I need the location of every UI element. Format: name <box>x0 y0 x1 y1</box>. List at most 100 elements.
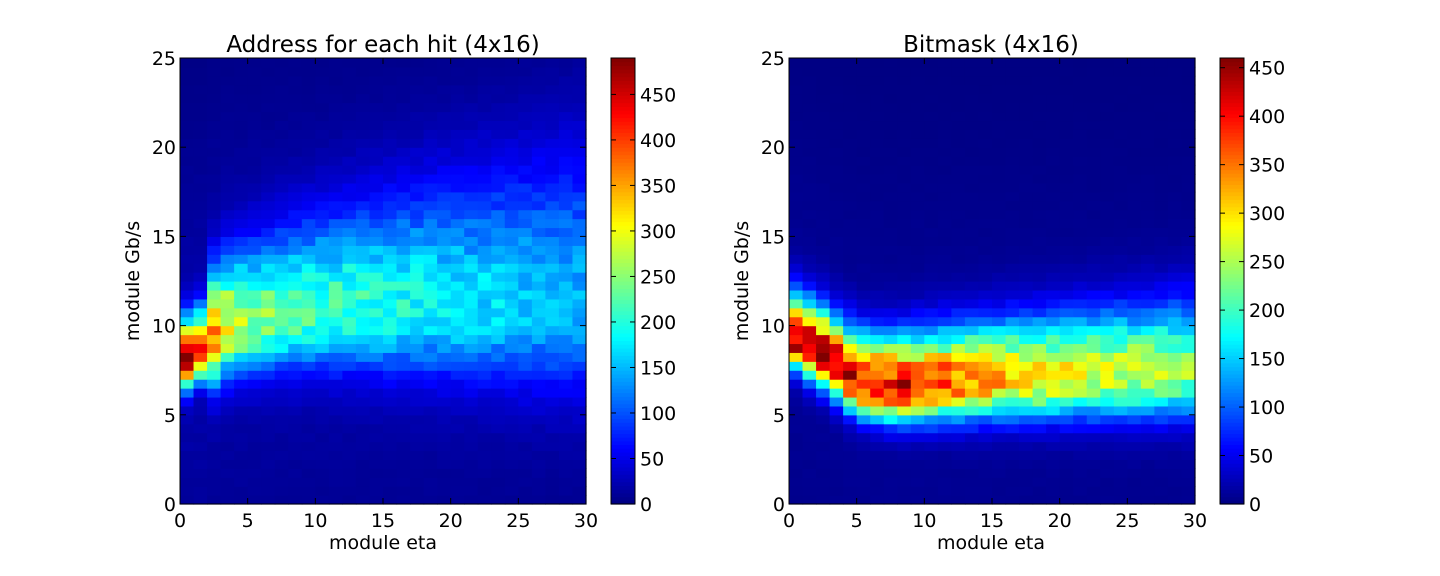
heatmap-cell <box>1140 138 1155 148</box>
heatmap-cell <box>870 227 885 237</box>
heatmap-cell <box>261 272 276 282</box>
heatmap-cell <box>856 138 871 148</box>
colorbar-segment <box>611 500 635 505</box>
heatmap-cell <box>220 486 235 496</box>
heatmap-cell <box>1113 138 1128 148</box>
heatmap-cell <box>978 298 993 309</box>
heatmap-cell <box>910 236 925 246</box>
heatmap-cell <box>220 325 235 336</box>
heatmap-cell <box>937 414 952 425</box>
heatmap-cell <box>1181 343 1196 353</box>
heatmap-cell <box>937 129 952 139</box>
heatmap-cell <box>464 298 479 309</box>
heatmap-cell <box>964 379 980 389</box>
heatmap-cell <box>1127 495 1142 505</box>
heatmap-cell <box>464 477 479 487</box>
heatmap-cell <box>328 468 343 478</box>
colorbar-segment <box>611 76 635 81</box>
heatmap-cell <box>437 263 452 273</box>
heatmap-cell <box>789 343 804 353</box>
heatmap-cell <box>315 441 330 452</box>
colorbar-segment <box>1220 299 1244 304</box>
heatmap-cell <box>207 173 222 184</box>
heatmap-cell <box>491 129 506 139</box>
heatmap-cell <box>315 84 330 95</box>
heatmap-cell <box>477 316 492 327</box>
heatmap-cell <box>342 93 357 104</box>
heatmap-cell <box>1073 379 1088 389</box>
heatmap-cell <box>315 379 330 389</box>
heatmap-cell <box>180 468 195 478</box>
heatmap-cell <box>992 254 1007 264</box>
heatmap-cell <box>558 307 574 318</box>
heatmap-cell <box>1140 84 1155 95</box>
heatmap-cell <box>315 236 330 246</box>
heatmap-cell <box>410 173 425 184</box>
heatmap-cell <box>1100 272 1115 282</box>
heatmap-cell <box>342 370 357 380</box>
heatmap-cell <box>870 343 885 353</box>
heatmap-cell <box>531 370 546 380</box>
heatmap-cell <box>545 218 560 229</box>
heatmap-cell <box>234 352 249 362</box>
heatmap-cell <box>288 102 303 113</box>
heatmap-cell <box>477 200 492 211</box>
colorbar-frame <box>610 57 636 505</box>
heatmap-cell <box>545 289 560 300</box>
heatmap-cell <box>207 477 222 487</box>
heatmap-cell <box>355 254 371 264</box>
heatmap-cell <box>1032 129 1047 139</box>
heatmap-cell <box>180 459 195 469</box>
colorbar-segment <box>1220 429 1244 434</box>
heatmap-cell <box>897 281 912 291</box>
heatmap-cell <box>207 191 222 202</box>
heatmap-cell <box>315 245 330 255</box>
heatmap-cell <box>572 84 587 95</box>
colorbar-segment <box>1220 325 1244 330</box>
heatmap-cell <box>829 450 844 460</box>
colorbar-segment <box>611 206 635 211</box>
heatmap-cell <box>491 459 506 469</box>
heatmap-cell <box>261 405 276 416</box>
heatmap-cell <box>558 245 574 255</box>
heatmap-cell <box>1167 93 1183 104</box>
heatmap-cell <box>342 138 357 148</box>
heatmap-cell <box>369 173 384 184</box>
heatmap-cell <box>342 147 357 157</box>
heatmap-cell <box>274 486 289 496</box>
heatmap-cell <box>816 396 831 407</box>
heatmap-cell <box>856 209 871 220</box>
heatmap-cell <box>207 227 222 237</box>
heatmap-cell <box>978 111 993 122</box>
heatmap-cell <box>924 111 939 122</box>
colorbar-segment <box>611 329 635 334</box>
heatmap-cell <box>301 93 316 104</box>
heatmap-cell <box>355 307 371 318</box>
heatmap-cell <box>315 254 330 264</box>
heatmap-cell <box>261 93 276 104</box>
heatmap-cell <box>1181 245 1196 255</box>
heatmap-cell <box>937 486 952 496</box>
heatmap-cell <box>396 263 411 273</box>
heatmap-cell <box>369 414 384 425</box>
heatmap-cell <box>829 245 844 255</box>
heatmap-cell <box>369 66 384 77</box>
heatmap-cell <box>531 379 546 389</box>
heatmap-cell <box>450 414 465 425</box>
heatmap-cell <box>964 325 980 336</box>
heatmap-cell <box>1019 245 1034 255</box>
heatmap-cell <box>261 245 276 255</box>
heatmap-cell <box>964 414 980 425</box>
y-tick-label: 0 <box>773 494 785 516</box>
heatmap-cell <box>992 495 1007 505</box>
heatmap-cell <box>220 316 235 327</box>
heatmap-cell <box>328 102 343 113</box>
heatmap-cell <box>477 84 492 95</box>
heatmap-cell <box>789 307 804 318</box>
heatmap-cell <box>1059 405 1074 416</box>
heatmap-cell <box>383 182 398 193</box>
heatmap-cell <box>1086 459 1101 469</box>
heatmap-cell <box>315 486 330 496</box>
heatmap-cell <box>924 138 939 148</box>
heatmap-cell <box>789 138 804 148</box>
